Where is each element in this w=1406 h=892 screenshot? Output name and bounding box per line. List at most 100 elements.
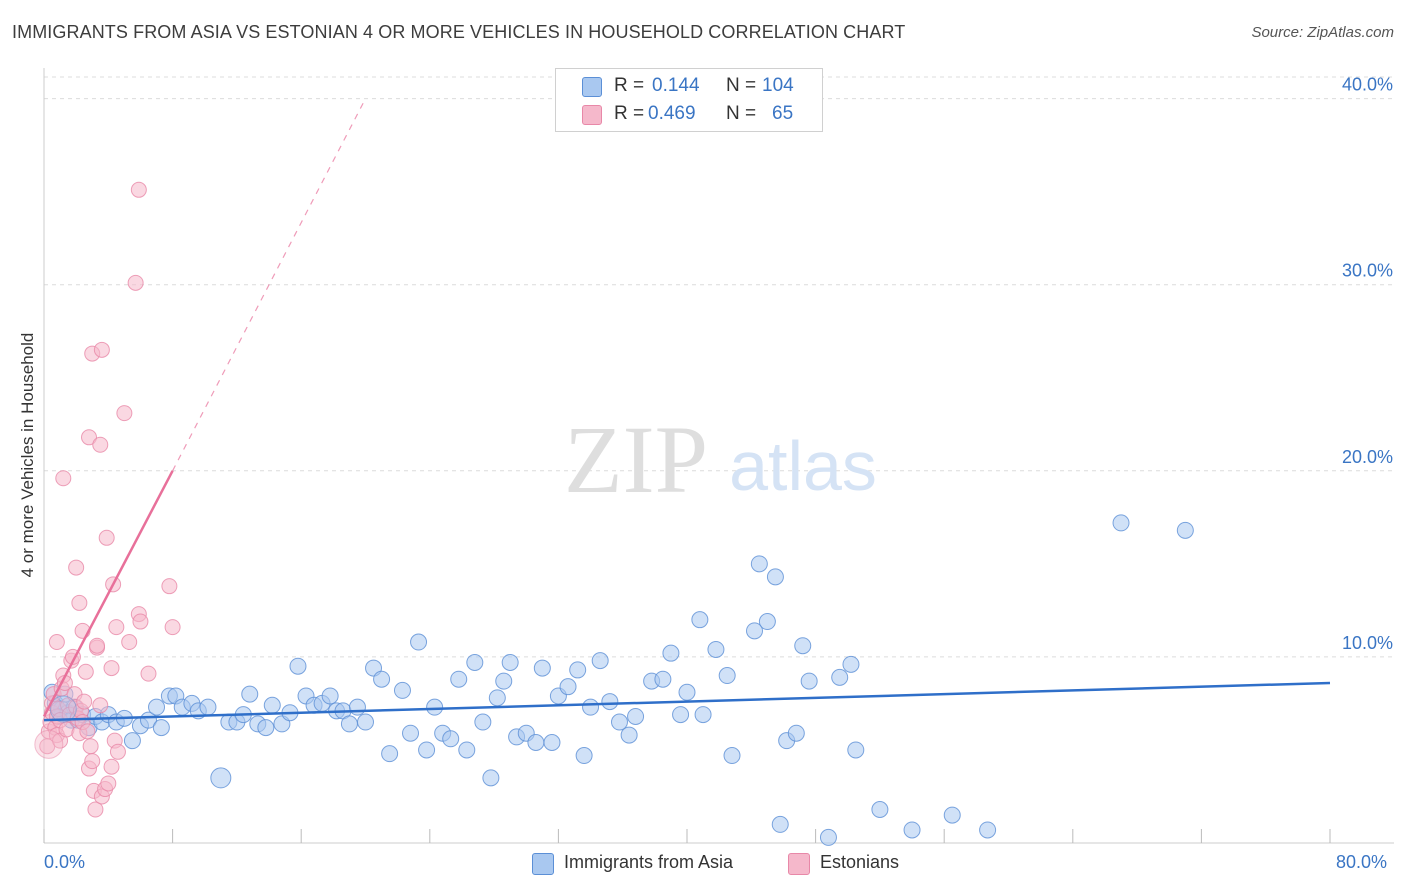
point-asia (871, 801, 889, 819)
point-asia (771, 815, 789, 833)
y-tick-label: 20.0% (1342, 447, 1393, 467)
point-asia (501, 653, 519, 671)
point-asia (800, 672, 818, 690)
x-tick-label-max: 80.0% (1336, 852, 1388, 872)
trend-lines (42, 98, 1331, 722)
legend-label-asia: Immigrants from Asia (564, 852, 734, 872)
point-asia (1176, 521, 1194, 539)
stats-row-asia: R = 0.144 N = 104 (556, 73, 822, 101)
trend-line-estonians (42, 470, 174, 718)
point-asia (831, 668, 849, 686)
axes (43, 68, 1394, 844)
point-asia (241, 685, 259, 703)
point-estonians (87, 801, 104, 818)
point-estonians (82, 738, 99, 755)
point-estonians (100, 775, 117, 792)
point-asia (418, 741, 436, 759)
stats-swatch-asia (582, 77, 602, 97)
point-asia (559, 678, 577, 696)
point-estonians (161, 578, 178, 595)
point-asia (766, 568, 784, 586)
point-estonians (89, 637, 106, 654)
point-asia (410, 633, 428, 651)
point-asia (691, 611, 709, 629)
x-tick-label-min: 0.0% (44, 852, 86, 872)
watermark-zip: ZIP (564, 406, 708, 513)
point-asia (842, 655, 860, 673)
point-asia (393, 681, 411, 699)
point-asia (601, 693, 619, 711)
point-estonians (92, 697, 109, 714)
point-asia (718, 667, 736, 685)
watermark-atlas: atlas (729, 427, 877, 505)
point-asia (488, 689, 506, 707)
y-tick-label: 30.0% (1342, 261, 1393, 281)
point-asia (662, 644, 680, 662)
point-asia (482, 769, 500, 787)
point-asia (569, 661, 587, 679)
point-asia (402, 724, 420, 742)
point-asia (450, 670, 468, 688)
point-asia (474, 713, 492, 731)
stats-n-label: N = (726, 103, 757, 124)
point-asia (543, 734, 561, 752)
data-points (34, 181, 1194, 846)
stats-r-label: R = (614, 75, 645, 96)
point-estonians (140, 665, 157, 682)
point-estonians (93, 341, 110, 358)
point-asia (627, 707, 645, 725)
point-asia (819, 828, 837, 846)
trend-line-asia (43, 681, 1331, 722)
point-asia (847, 741, 865, 759)
point-asia (357, 713, 374, 731)
point-asia-cluster (49, 695, 77, 723)
point-asia (610, 713, 628, 731)
point-estonians (76, 693, 93, 710)
point-asia (678, 683, 696, 701)
point-asia (458, 741, 476, 759)
point-asia (943, 806, 961, 824)
point-asia (321, 687, 339, 705)
point-asia (787, 724, 805, 742)
point-estonians (132, 613, 149, 630)
trend-line-estonians-extrapolated (172, 98, 367, 472)
point-asia (199, 698, 217, 716)
point-estonians (81, 429, 98, 446)
point-asia (466, 653, 484, 671)
point-asia (746, 622, 764, 640)
point-asia (495, 672, 513, 690)
point-asia (758, 613, 776, 631)
point-asia (582, 698, 600, 716)
point-asia (750, 555, 768, 573)
chart-title: IMMIGRANTS FROM ASIA VS ESTONIAN 4 OR MO… (12, 22, 906, 42)
point-estonians (68, 559, 85, 576)
stats-r-label: R = (614, 103, 645, 124)
point-asia (794, 637, 812, 655)
point-asia (152, 719, 170, 737)
point-asia (373, 670, 391, 688)
point-estonians (79, 723, 96, 740)
y-tick-label: 10.0% (1342, 633, 1393, 653)
watermark: ZIP atlas (564, 406, 877, 513)
legend-label-estonians: Estonians (820, 852, 900, 872)
point-estonians-cluster (34, 729, 64, 759)
point-estonians (116, 405, 133, 422)
source-label: Source: ZipAtlas.com (1251, 24, 1394, 41)
gridlines (44, 76, 1394, 658)
point-asia (694, 706, 712, 724)
point-estonians (103, 660, 120, 677)
point-estonians (127, 274, 144, 291)
point-asia (348, 698, 366, 716)
point-asia (979, 821, 997, 839)
point-asia (148, 698, 166, 716)
point-asia (381, 745, 399, 763)
point-estonians (98, 529, 115, 546)
legend: Immigrants from Asia Estonians (0, 850, 1406, 878)
point-asia (210, 767, 232, 789)
point-asia (723, 747, 741, 765)
point-asia (257, 719, 275, 737)
point-estonians (84, 753, 101, 770)
point-asia (263, 696, 281, 714)
point-asia (575, 747, 593, 765)
